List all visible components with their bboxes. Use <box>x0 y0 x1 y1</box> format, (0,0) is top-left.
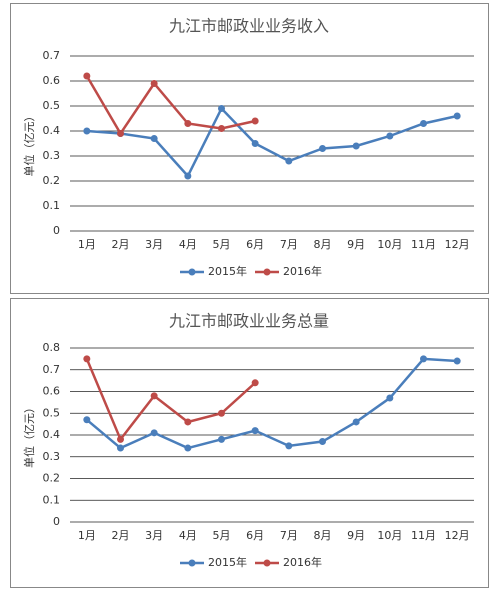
y-tick-label: 0.6 <box>43 74 61 87</box>
data-point <box>251 427 259 435</box>
x-tick-label: 3月 <box>145 238 163 251</box>
data-point <box>218 409 225 417</box>
x-tick-label: 10月 <box>377 238 402 251</box>
y-tick-label: 0.5 <box>43 406 61 419</box>
legend-marker <box>188 268 196 276</box>
y-tick-label: 0.6 <box>43 385 61 398</box>
y-tick-label: 0.8 <box>43 341 61 354</box>
legend-marker <box>263 559 271 567</box>
y-tick-label: 0.4 <box>43 428 61 441</box>
legend-marker <box>263 268 271 276</box>
x-tick-label: 9月 <box>347 238 365 251</box>
x-tick-label: 1月 <box>78 238 96 251</box>
data-point <box>319 438 326 446</box>
x-tick-label: 8月 <box>314 238 332 251</box>
data-point <box>420 120 427 127</box>
x-tick-label: 9月 <box>347 529 365 542</box>
data-point <box>184 418 192 426</box>
x-tick-label: 1月 <box>78 529 96 542</box>
legend-label: 2016年 <box>283 264 322 278</box>
data-point <box>453 357 461 365</box>
x-tick-label: 4月 <box>179 238 197 251</box>
data-point <box>83 416 91 424</box>
data-point <box>453 112 461 120</box>
data-point <box>83 72 91 80</box>
data-point <box>352 418 360 426</box>
x-tick-label: 2月 <box>112 529 130 542</box>
chart-frame <box>10 298 489 588</box>
data-point <box>420 355 427 363</box>
data-point <box>251 379 259 387</box>
data-point <box>184 444 192 452</box>
y-tick-label: 0.2 <box>43 472 61 485</box>
x-tick-label: 6月 <box>246 238 264 251</box>
x-tick-label: 12月 <box>445 529 470 542</box>
y-tick-label: 0.3 <box>43 450 61 463</box>
series-line <box>85 358 257 442</box>
data-point <box>184 120 192 127</box>
y-tick-label: 0.7 <box>43 363 61 376</box>
chart-title: 九江市邮政业业务总量 <box>169 312 329 331</box>
y-tick-label: 0.1 <box>43 199 61 212</box>
data-point <box>218 105 225 112</box>
legend-label: 2015年 <box>208 264 247 278</box>
data-point <box>150 392 158 400</box>
data-point <box>251 117 259 125</box>
y-axis-label: 单位（亿元） <box>22 111 36 177</box>
data-point <box>150 135 158 142</box>
data-point <box>218 435 225 443</box>
x-tick-label: 10月 <box>377 529 402 542</box>
data-point <box>218 125 225 132</box>
x-tick-label: 7月 <box>280 238 298 251</box>
data-point <box>319 145 326 152</box>
y-tick-label: 0.7 <box>43 49 61 62</box>
y-tick-label: 0.4 <box>43 124 61 137</box>
series-line <box>86 106 458 179</box>
data-point <box>83 127 91 135</box>
y-tick-label: 0 <box>53 515 60 528</box>
chart-title: 九江市邮政业业务收入 <box>169 17 329 36</box>
legend-label: 2016年 <box>283 555 322 569</box>
chart-frame <box>10 3 489 294</box>
data-point <box>117 444 124 452</box>
x-tick-label: 12月 <box>445 238 470 251</box>
y-tick-label: 0.5 <box>43 99 61 112</box>
data-point <box>184 172 192 180</box>
data-point <box>285 442 293 450</box>
x-tick-label: 7月 <box>280 529 298 542</box>
series-line <box>86 357 458 450</box>
data-point <box>150 429 158 437</box>
series-line <box>85 75 256 136</box>
x-tick-label: 11月 <box>411 238 436 251</box>
x-tick-label: 3月 <box>145 529 163 542</box>
x-tick-label: 5月 <box>213 529 231 542</box>
data-point <box>83 355 91 363</box>
data-point <box>117 130 124 137</box>
legend-label: 2015年 <box>208 555 247 569</box>
data-point <box>386 394 394 402</box>
x-tick-label: 4月 <box>179 529 197 542</box>
y-tick-label: 0.2 <box>43 174 61 187</box>
data-point <box>251 140 259 147</box>
x-tick-label: 5月 <box>213 238 231 251</box>
data-point <box>386 132 394 140</box>
data-point <box>150 80 158 87</box>
legend-marker <box>188 559 196 567</box>
data-point <box>117 435 124 443</box>
data-point <box>285 157 293 165</box>
data-point <box>352 142 360 150</box>
y-tick-label: 0.1 <box>43 493 61 506</box>
x-tick-label: 2月 <box>112 238 130 251</box>
x-tick-label: 11月 <box>411 529 436 542</box>
y-tick-label: 0 <box>53 224 60 237</box>
y-axis-label: 单位（亿元） <box>22 402 36 468</box>
y-tick-label: 0.3 <box>43 149 61 162</box>
x-tick-label: 6月 <box>246 529 264 542</box>
x-tick-label: 8月 <box>314 529 332 542</box>
